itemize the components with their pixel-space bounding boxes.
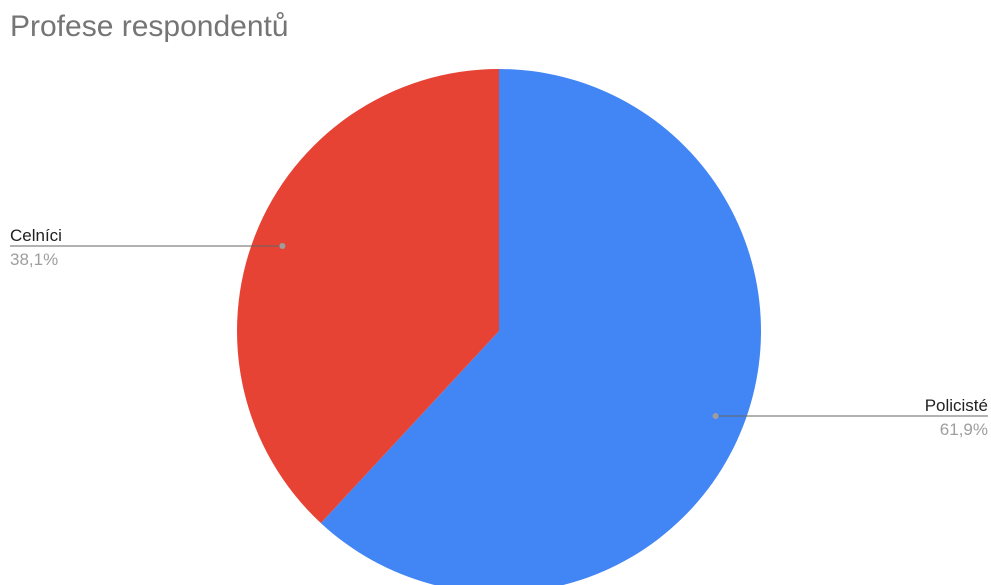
leader-dot-celníci <box>279 243 286 250</box>
pie-leader-lines <box>10 243 988 419</box>
pie-slice-celníci <box>237 69 499 524</box>
slice-label-celníci: Celníci <box>10 226 62 245</box>
slice-value-celníci: 38,1% <box>10 250 58 269</box>
leader-dot-policisté <box>712 412 719 419</box>
pie-slices <box>237 69 761 585</box>
slice-label-policisté: Policisté <box>925 396 988 415</box>
pie-labels: Policisté 61,9% Celníci 38,1% <box>10 226 988 439</box>
slice-value-policisté: 61,9% <box>940 420 988 439</box>
chart-title: Profese respondentů <box>10 10 289 43</box>
pie-slice-policisté <box>320 69 761 585</box>
